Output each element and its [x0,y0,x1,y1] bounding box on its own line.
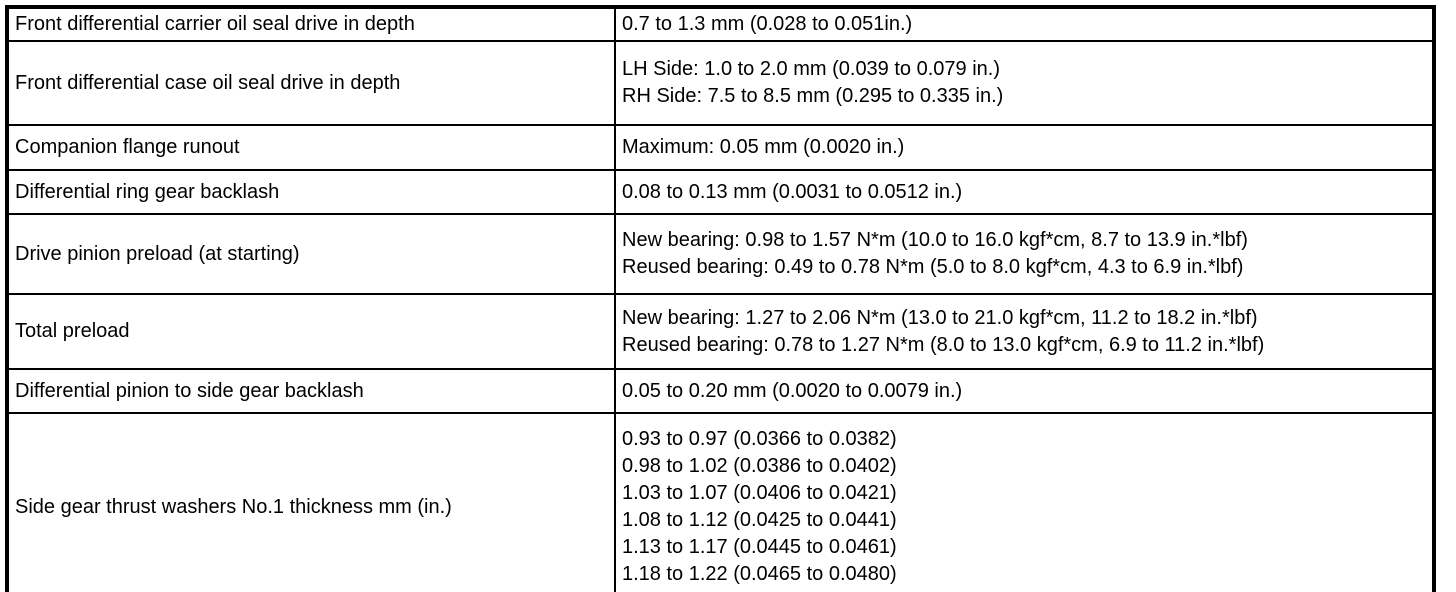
spec-name-cell: Total preload [6,293,616,370]
table-row: Companion flange runout Maximum: 0.05 mm… [6,124,1435,171]
spec-value-cell: 0.93 to 0.97 (0.0366 to 0.0382) 0.98 to 1… [614,412,1435,592]
spec-value-line: Reused bearing: 0.78 to 1.27 N*m (8.0 to… [622,333,1265,356]
table-row: Front differential case oil seal drive i… [6,40,1435,126]
spec-value-cell: Maximum: 0.05 mm (0.0020 in.) [614,124,1435,171]
spec-value-line: 1.13 to 1.17 (0.0445 to 0.0461) [622,536,897,558]
spec-name-cell: Front differential carrier oil seal driv… [6,6,616,42]
table-row: Total preload New bearing: 1.27 to 2.06 … [6,293,1435,370]
spec-value-cell: 0.05 to 0.20 mm (0.0020 to 0.0079 in.) [614,368,1435,414]
spec-value-line: Reused bearing: 0.49 to 0.78 N*m (5.0 to… [622,256,1244,278]
table-row: Differential pinion to side gear backlas… [6,368,1435,414]
spec-table-body: Front differential carrier oil seal driv… [6,6,1435,592]
spec-value-cell: New bearing: 1.27 to 2.06 N*m (13.0 to 2… [614,293,1435,370]
spec-value-cell: 0.08 to 0.13 mm (0.0031 to 0.0512 in.) [614,169,1435,215]
spec-value-line: 0.98 to 1.02 (0.0386 to 0.0402) [622,455,897,477]
spec-value-line: 1.03 to 1.07 (0.0406 to 0.0421) [622,482,897,504]
spec-value-line: 1.18 to 1.22 (0.0465 to 0.0480) [622,563,897,585]
spec-value-line: 1.08 to 1.12 (0.0425 to 0.0441) [622,509,897,531]
table-row: Differential ring gear backlash 0.08 to … [6,169,1435,215]
table-row: Drive pinion preload (at starting) New b… [6,213,1435,295]
table-row: Side gear thrust washers No.1 thickness … [6,412,1435,592]
spec-value-cell: 0.7 to 1.3 mm (0.028 to 0.051in.) [614,6,1435,42]
spec-name-cell: Drive pinion preload (at starting) [6,213,616,295]
table-row: Front differential carrier oil seal driv… [6,6,1435,42]
spec-value-line: 0.93 to 0.97 (0.0366 to 0.0382) [622,428,897,450]
spec-name-cell: Differential pinion to side gear backlas… [6,368,616,414]
spec-value-line: 0.08 to 0.13 mm (0.0031 to 0.0512 in.) [622,180,963,203]
spec-value-line: New bearing: 0.98 to 1.57 N*m (10.0 to 1… [622,229,1248,251]
spec-value-line: LH Side: 1.0 to 2.0 mm (0.039 to 0.079 i… [622,58,1000,80]
spec-value-line: Maximum: 0.05 mm (0.0020 in.) [622,136,905,158]
specifications-table: Front differential carrier oil seal driv… [5,5,1436,592]
spec-value-line: 0.05 to 0.20 mm (0.0020 to 0.0079 in.) [622,379,963,402]
spec-value-line: New bearing: 1.27 to 2.06 N*m (13.0 to 2… [622,306,1258,329]
spec-name-cell: Side gear thrust washers No.1 thickness … [6,412,616,592]
spec-name-cell: Companion flange runout [6,124,616,171]
spec-name-cell: Front differential case oil seal drive i… [6,40,616,126]
spec-value-line: 0.7 to 1.3 mm (0.028 to 0.051in.) [622,13,913,35]
spec-value-line: RH Side: 7.5 to 8.5 mm (0.295 to 0.335 i… [622,85,1004,107]
spec-name-cell: Differential ring gear backlash [6,169,616,215]
spec-value-cell: New bearing: 0.98 to 1.57 N*m (10.0 to 1… [614,213,1435,295]
spec-value-cell: LH Side: 1.0 to 2.0 mm (0.039 to 0.079 i… [614,40,1435,126]
